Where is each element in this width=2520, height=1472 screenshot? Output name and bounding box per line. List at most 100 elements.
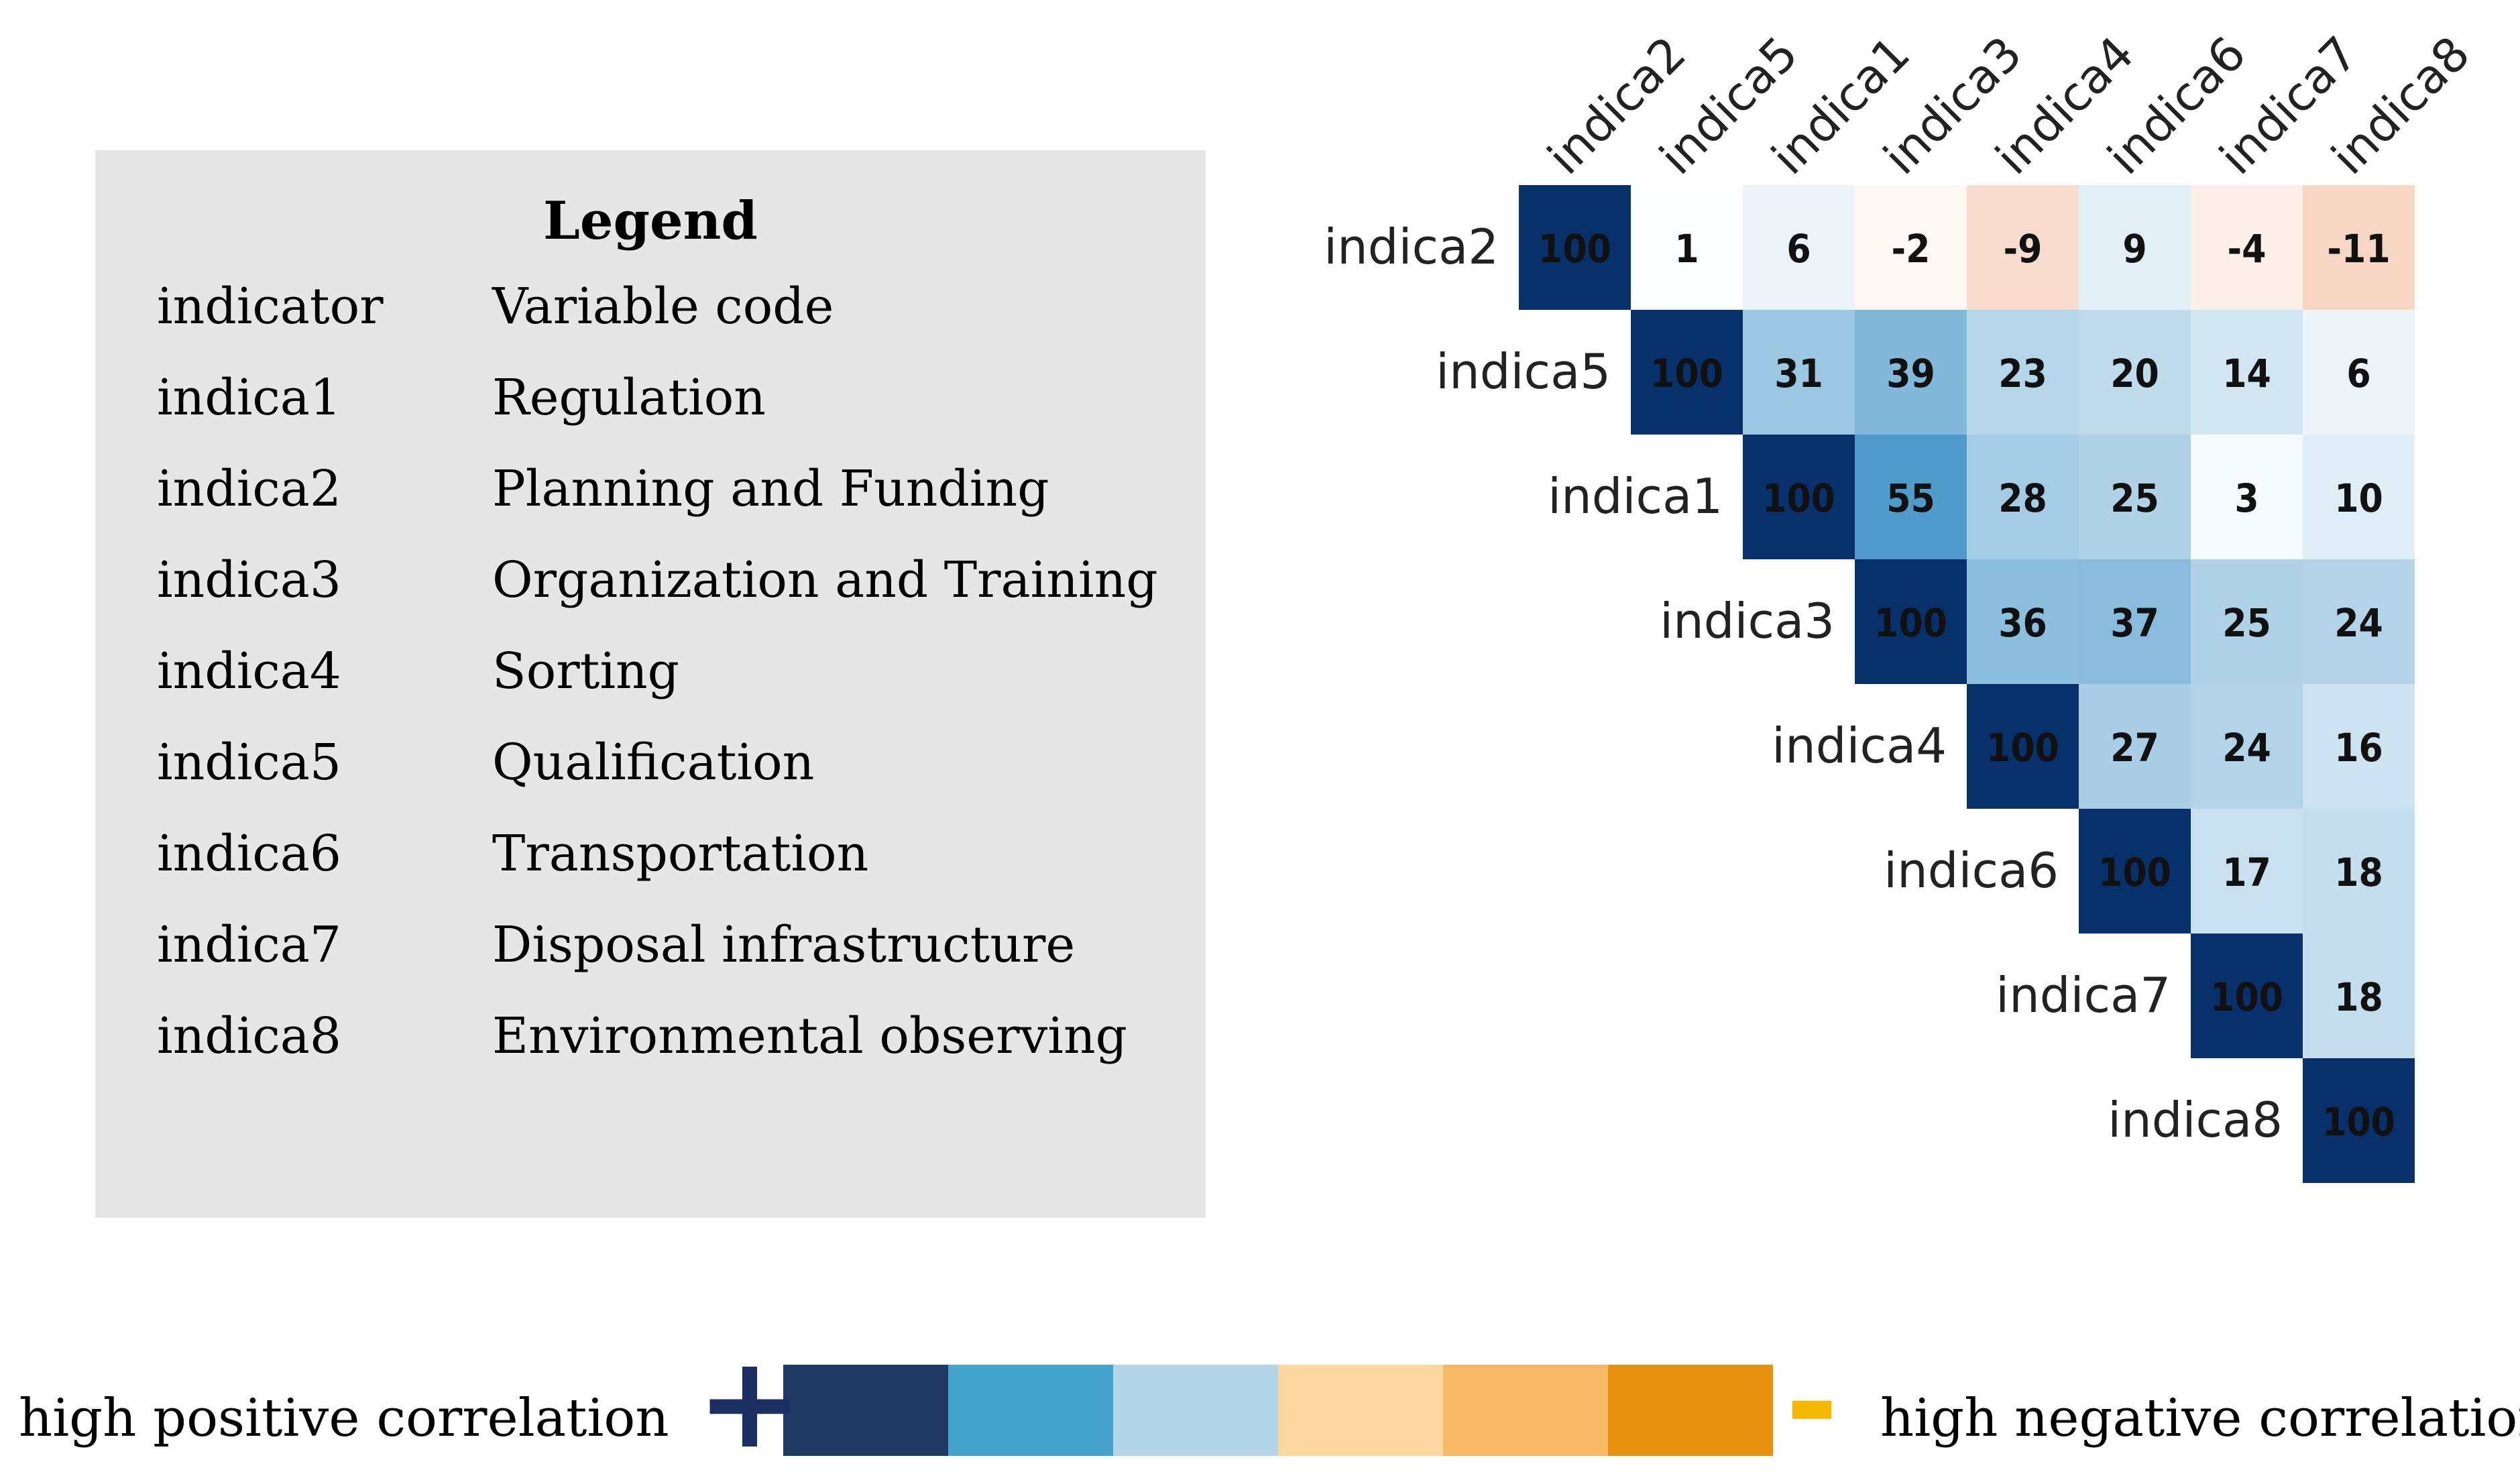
heatmap-cell — [2303, 933, 2415, 1058]
heatmap-value-label: 100 — [1650, 351, 1723, 396]
heatmap-value-label: 18 — [2334, 974, 2383, 1020]
legend-code: indica4 — [157, 642, 342, 700]
negative-label: high negative correlation — [1880, 1388, 2520, 1449]
heatmap-value-label: 31 — [1774, 351, 1823, 396]
row-label: indica1 — [1548, 468, 1723, 524]
heatmap-value-label: 14 — [2222, 351, 2271, 396]
legend-row: indica6 Transportation — [157, 825, 1190, 905]
legend-code: indica5 — [157, 734, 342, 791]
heatmap-value-label: 39 — [1886, 351, 1935, 396]
legend-code: indica8 — [157, 1007, 342, 1065]
heatmap-value-label: 27 — [2110, 725, 2159, 771]
heatmap-cell — [2303, 185, 2415, 310]
row-label: indica5 — [1436, 343, 1611, 400]
heatmap-value-label: 16 — [2334, 725, 2383, 771]
heatmap-value-label: -11 — [2327, 226, 2390, 272]
heatmap-cell — [2303, 559, 2415, 684]
heatmap-cell — [2191, 435, 2303, 559]
legend-code: indica2 — [157, 460, 342, 518]
heatmap-value-label: 37 — [2110, 600, 2159, 646]
heatmap-cell — [1967, 310, 2079, 435]
heatmap-cell — [1631, 310, 1743, 435]
heatmap-cell — [1855, 435, 1967, 559]
heatmap-cell — [1743, 310, 1855, 435]
heatmap-cell — [1967, 684, 2079, 809]
heatmap-value-label: 3 — [2234, 475, 2258, 521]
heatmap-value-label: 55 — [1886, 475, 1935, 521]
heatmap-value-label: -9 — [2004, 226, 2043, 272]
heatmap-value-label: 100 — [1986, 725, 2059, 771]
heatmap-value-label: 36 — [1998, 600, 2047, 646]
heatmap-cell — [2303, 684, 2415, 809]
heatmap-cell — [2191, 185, 2303, 310]
legend-row: indica2 Planning and Funding — [157, 460, 1190, 541]
legend-row: indica4 Sorting — [157, 642, 1190, 723]
heatmap-cell — [1519, 185, 1631, 310]
heatmap-cell — [2303, 1058, 2415, 1183]
heatmap-cell — [1631, 185, 1743, 310]
heatmap-value-label: 17 — [2222, 850, 2271, 895]
heatmap-value-label: 100 — [2098, 850, 2171, 895]
heatmap-cell — [2191, 809, 2303, 933]
heatmap-cell — [1743, 435, 1855, 559]
legend-row: indica8 Environmental observing — [157, 1007, 1190, 1088]
heatmap-value-label: 100 — [1538, 226, 1611, 272]
heatmap-cell — [2303, 435, 2415, 559]
heatmap-value-label: 9 — [2122, 226, 2146, 272]
legend-title: Legend — [543, 190, 758, 251]
heatmap-value-label: 6 — [2346, 351, 2370, 396]
heatmap-value-label: 100 — [1762, 475, 1835, 521]
legend-code: indica7 — [157, 916, 342, 974]
heatmap-value-label: 25 — [2110, 475, 2159, 521]
legend-description: Sorting — [492, 642, 680, 700]
legend-description: Transportation — [492, 825, 869, 883]
heatmap-cell — [2079, 310, 2191, 435]
legend-header-description: Variable code — [492, 278, 834, 335]
heatmap-cell — [1967, 559, 2079, 684]
legend-row: indica7 Disposal infrastructure — [157, 916, 1190, 997]
heatmap-value-label: -4 — [2228, 226, 2267, 272]
heatmap-cell — [1967, 435, 2079, 559]
heatmap-value-label: 24 — [2222, 725, 2271, 771]
heatmap-value-label: 100 — [2210, 974, 2283, 1020]
row-label: indica8 — [2108, 1092, 2283, 1148]
legend-code: indica6 — [157, 825, 342, 883]
legend-row: indica1 Regulation — [157, 369, 1190, 449]
legend-code: indica1 — [157, 369, 342, 427]
heatmap-value-label: 24 — [2334, 600, 2383, 646]
row-label: indica7 — [1996, 967, 2171, 1023]
heatmap-cell — [2079, 684, 2191, 809]
heatmap-value-label: 1 — [1674, 226, 1699, 272]
heatmap-value-label: 25 — [2222, 600, 2271, 646]
legend-description: Regulation — [492, 369, 766, 427]
heatmap-cell — [2191, 310, 2303, 435]
heatmap-cell — [2191, 559, 2303, 684]
row-label: indica3 — [1660, 593, 1835, 649]
row-label: indica2 — [1324, 219, 1499, 275]
legend-description: Qualification — [492, 734, 815, 791]
legend-description: Disposal infrastructure — [492, 916, 1076, 974]
heatmap-cell — [2079, 435, 2191, 559]
heatmap-value-label: 6 — [1786, 226, 1811, 272]
heatmap-cell — [2191, 684, 2303, 809]
positive-label: high positive correlation — [19, 1388, 669, 1449]
legend-description: Planning and Funding — [492, 460, 1049, 518]
legend-description: Environmental observing — [492, 1007, 1127, 1065]
heatmap-cell — [1743, 185, 1855, 310]
heatmap-value-label: 100 — [1874, 600, 1947, 646]
heatmap-cell — [1855, 185, 1967, 310]
heatmap-value-label: 10 — [2334, 475, 2383, 521]
heatmap-cell — [1855, 559, 1967, 684]
heatmap-cell — [2303, 809, 2415, 933]
legend-panel: Legend indicator Variable code indica1 R… — [95, 150, 1206, 1218]
heatmap-value-label: 28 — [1998, 475, 2047, 521]
legend-description: Organization and Training — [492, 551, 1158, 609]
legend-row: indica3 Organization and Training — [157, 551, 1190, 632]
row-label: indica6 — [1884, 842, 2059, 899]
heatmap-value-label: 100 — [2322, 1099, 2395, 1145]
heatmap-value-label: -2 — [1892, 226, 1931, 272]
legend-code: indica3 — [157, 551, 342, 609]
heatmap-cell — [2079, 559, 2191, 684]
heatmap-cell — [2191, 933, 2303, 1058]
